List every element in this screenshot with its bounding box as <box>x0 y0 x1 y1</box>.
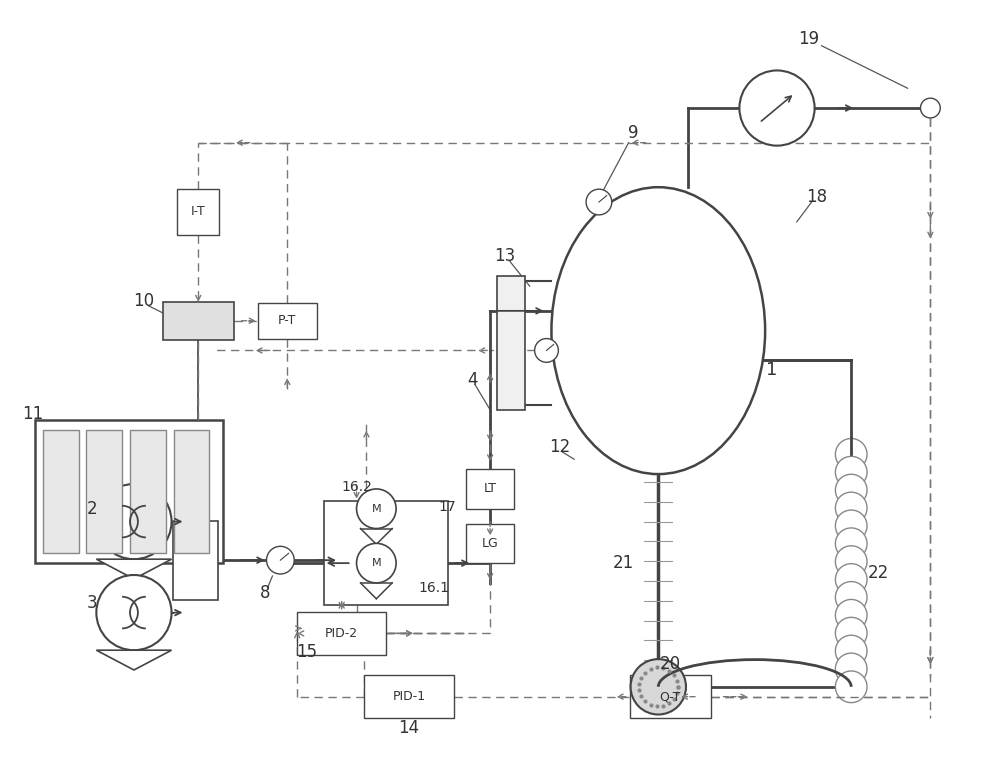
FancyBboxPatch shape <box>173 521 218 600</box>
Circle shape <box>835 564 867 595</box>
Text: 21: 21 <box>613 555 634 572</box>
Circle shape <box>267 547 294 574</box>
Circle shape <box>835 492 867 524</box>
Bar <box>35 419 223 563</box>
Bar <box>130 430 166 553</box>
Circle shape <box>835 671 867 703</box>
Polygon shape <box>96 651 172 670</box>
Circle shape <box>835 546 867 577</box>
FancyBboxPatch shape <box>324 501 448 605</box>
Bar <box>174 430 209 553</box>
Text: 11: 11 <box>22 405 44 423</box>
Text: I-T: I-T <box>191 205 206 219</box>
Text: PID-1: PID-1 <box>392 690 426 703</box>
FancyBboxPatch shape <box>177 189 219 234</box>
Text: 16.1: 16.1 <box>418 581 449 595</box>
Text: M: M <box>372 504 381 514</box>
FancyBboxPatch shape <box>297 612 386 655</box>
Circle shape <box>835 438 867 470</box>
Text: Q-T: Q-T <box>659 690 681 703</box>
Bar <box>497 276 525 410</box>
Circle shape <box>357 544 396 583</box>
Text: 20: 20 <box>660 655 681 673</box>
Circle shape <box>835 635 867 667</box>
Text: 8: 8 <box>260 584 271 602</box>
Bar <box>163 302 234 340</box>
Circle shape <box>835 582 867 613</box>
Text: M: M <box>372 558 381 568</box>
Circle shape <box>357 489 396 529</box>
Circle shape <box>835 617 867 649</box>
FancyBboxPatch shape <box>466 523 514 563</box>
Circle shape <box>586 189 612 215</box>
Text: 4: 4 <box>467 371 478 389</box>
Bar <box>86 430 122 553</box>
FancyBboxPatch shape <box>466 469 514 508</box>
FancyBboxPatch shape <box>258 303 317 338</box>
Circle shape <box>535 338 558 362</box>
Circle shape <box>835 510 867 542</box>
Text: 10: 10 <box>133 292 154 310</box>
Polygon shape <box>96 559 172 579</box>
Text: LT: LT <box>484 483 497 495</box>
Text: 14: 14 <box>398 719 420 737</box>
Circle shape <box>835 456 867 488</box>
Bar <box>43 430 79 553</box>
Text: 17: 17 <box>439 500 456 514</box>
Text: 1: 1 <box>766 362 778 380</box>
Circle shape <box>96 575 172 651</box>
Text: 18: 18 <box>806 188 827 206</box>
Text: 22: 22 <box>867 564 889 582</box>
Text: 2: 2 <box>87 500 98 518</box>
Text: PID-2: PID-2 <box>325 627 358 640</box>
Text: LG: LG <box>482 537 498 550</box>
Text: P-T: P-T <box>278 314 296 327</box>
Circle shape <box>631 659 686 715</box>
Circle shape <box>920 98 940 118</box>
Circle shape <box>739 70 815 145</box>
Text: 12: 12 <box>549 438 570 456</box>
Circle shape <box>835 600 867 631</box>
Text: 19: 19 <box>798 30 819 48</box>
Text: 3: 3 <box>87 594 98 612</box>
Circle shape <box>835 474 867 506</box>
Text: 15: 15 <box>297 644 318 662</box>
Circle shape <box>835 528 867 559</box>
FancyBboxPatch shape <box>364 675 454 719</box>
Text: 13: 13 <box>494 248 516 266</box>
Circle shape <box>835 653 867 685</box>
Ellipse shape <box>551 187 765 474</box>
FancyBboxPatch shape <box>630 675 711 719</box>
Text: 9: 9 <box>628 123 639 142</box>
Circle shape <box>96 484 172 559</box>
Text: 16.2: 16.2 <box>341 480 372 494</box>
